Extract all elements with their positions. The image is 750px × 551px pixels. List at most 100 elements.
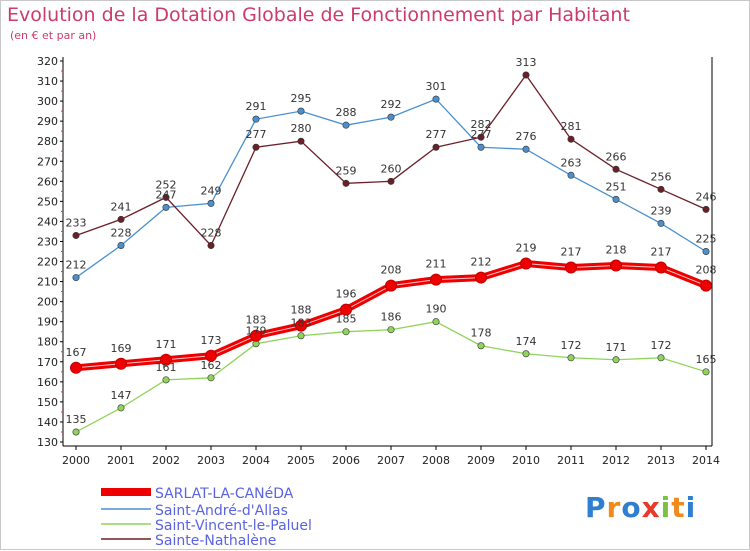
data-point <box>342 121 350 129</box>
data-label: 183 <box>291 317 312 330</box>
data-label: 280 <box>291 122 312 135</box>
data-label: 208 <box>381 264 402 277</box>
y-tick-label: 300 <box>37 95 58 108</box>
x-tick-label: 2010 <box>512 454 540 467</box>
data-label: 301 <box>426 80 447 93</box>
data-point <box>565 261 577 274</box>
data-point <box>522 71 530 79</box>
data-label: 174 <box>516 335 537 348</box>
data-point <box>115 357 127 370</box>
data-label: 172 <box>561 339 582 352</box>
data-point <box>612 195 620 203</box>
data-point <box>207 241 215 249</box>
data-point <box>207 374 215 382</box>
y-tick-label: 190 <box>37 316 58 329</box>
data-point <box>702 205 710 213</box>
data-label: 228 <box>201 226 222 239</box>
data-label: 288 <box>336 106 357 119</box>
data-label: 277 <box>426 128 447 141</box>
legend-entry: SARLAT-LA-CANéDA <box>155 486 294 502</box>
data-label: 291 <box>246 100 267 113</box>
x-tick-label: 2003 <box>197 454 225 467</box>
data-point <box>297 137 305 145</box>
data-label: 183 <box>246 314 267 327</box>
data-point <box>72 231 80 239</box>
data-point <box>342 179 350 187</box>
data-point <box>657 219 665 227</box>
data-label: 185 <box>336 313 357 326</box>
data-label: 173 <box>201 334 222 347</box>
x-tick-label: 2014 <box>692 454 720 467</box>
x-tick-label: 2006 <box>332 454 360 467</box>
x-tick-label: 2009 <box>467 454 495 467</box>
data-point <box>567 135 575 143</box>
y-tick-label: 250 <box>37 195 58 208</box>
data-point <box>252 143 260 151</box>
y-tick-label: 310 <box>37 75 58 88</box>
data-label: 276 <box>516 130 537 143</box>
logo-letter: i <box>660 491 672 524</box>
data-label: 252 <box>156 178 177 191</box>
data-label: 233 <box>66 216 87 229</box>
x-tick-label: 2013 <box>647 454 675 467</box>
y-tick-label: 140 <box>37 416 58 429</box>
data-label: 171 <box>606 341 627 354</box>
data-point <box>72 428 80 436</box>
logo-letter: i <box>685 491 697 524</box>
y-tick-label: 210 <box>37 276 58 289</box>
x-tick-label: 2002 <box>152 454 180 467</box>
logo-letter: o <box>621 491 642 524</box>
x-axis-ticks: 2000 2001 2002 2003 2004 2005 2006 2007 2008 2009… <box>62 446 720 467</box>
data-label: 172 <box>651 339 672 352</box>
data-point <box>567 354 575 362</box>
data-point <box>475 271 487 284</box>
logo-letter: r <box>606 491 622 524</box>
y-tick-label: 230 <box>37 235 58 248</box>
data-point <box>162 203 170 211</box>
data-label: 178 <box>471 327 492 340</box>
data-label: 165 <box>696 353 717 366</box>
data-label: 171 <box>156 338 177 351</box>
y-tick-label: 160 <box>37 376 58 389</box>
y-tick-label: 280 <box>37 135 58 148</box>
data-label: 147 <box>111 389 132 402</box>
data-point <box>342 328 350 336</box>
data-label: 266 <box>606 150 627 163</box>
data-label: 217 <box>561 246 582 259</box>
data-point <box>477 143 485 151</box>
data-label: 162 <box>201 359 222 372</box>
y-tick-label: 270 <box>37 155 58 168</box>
x-tick-label: 2012 <box>602 454 630 467</box>
data-point <box>160 353 172 366</box>
data-label: 241 <box>111 200 132 213</box>
data-label: 282 <box>471 118 492 131</box>
x-tick-label: 2005 <box>287 454 315 467</box>
data-label: 256 <box>651 170 672 183</box>
proxiti-logo: Proxiti <box>585 491 696 524</box>
data-point <box>702 368 710 376</box>
data-label: 246 <box>696 190 717 203</box>
data-point <box>117 404 125 412</box>
data-point <box>432 318 440 326</box>
data-point <box>387 177 395 185</box>
data-point <box>477 342 485 350</box>
data-point <box>72 274 80 282</box>
chart-title: Evolution de la Dotation Globale de Fonc… <box>7 4 630 26</box>
data-label: 217 <box>651 246 672 259</box>
y-tick-label: 180 <box>37 336 58 349</box>
data-label: 167 <box>66 346 87 359</box>
data-label: 186 <box>381 311 402 324</box>
data-label: 188 <box>291 304 312 317</box>
x-tick-label: 2004 <box>242 454 270 467</box>
data-label: 212 <box>471 256 492 269</box>
data-label: 292 <box>381 98 402 111</box>
logo-letter: t <box>671 491 686 524</box>
data-point <box>162 376 170 384</box>
data-point <box>655 261 667 274</box>
legend: SARLAT-LA-CANéDASaint-André-d'AllasSaint… <box>101 486 312 549</box>
y-tick-label: 290 <box>37 115 58 128</box>
y-tick-label: 240 <box>37 215 58 228</box>
data-label: 161 <box>156 361 177 374</box>
data-label: 179 <box>246 325 267 338</box>
